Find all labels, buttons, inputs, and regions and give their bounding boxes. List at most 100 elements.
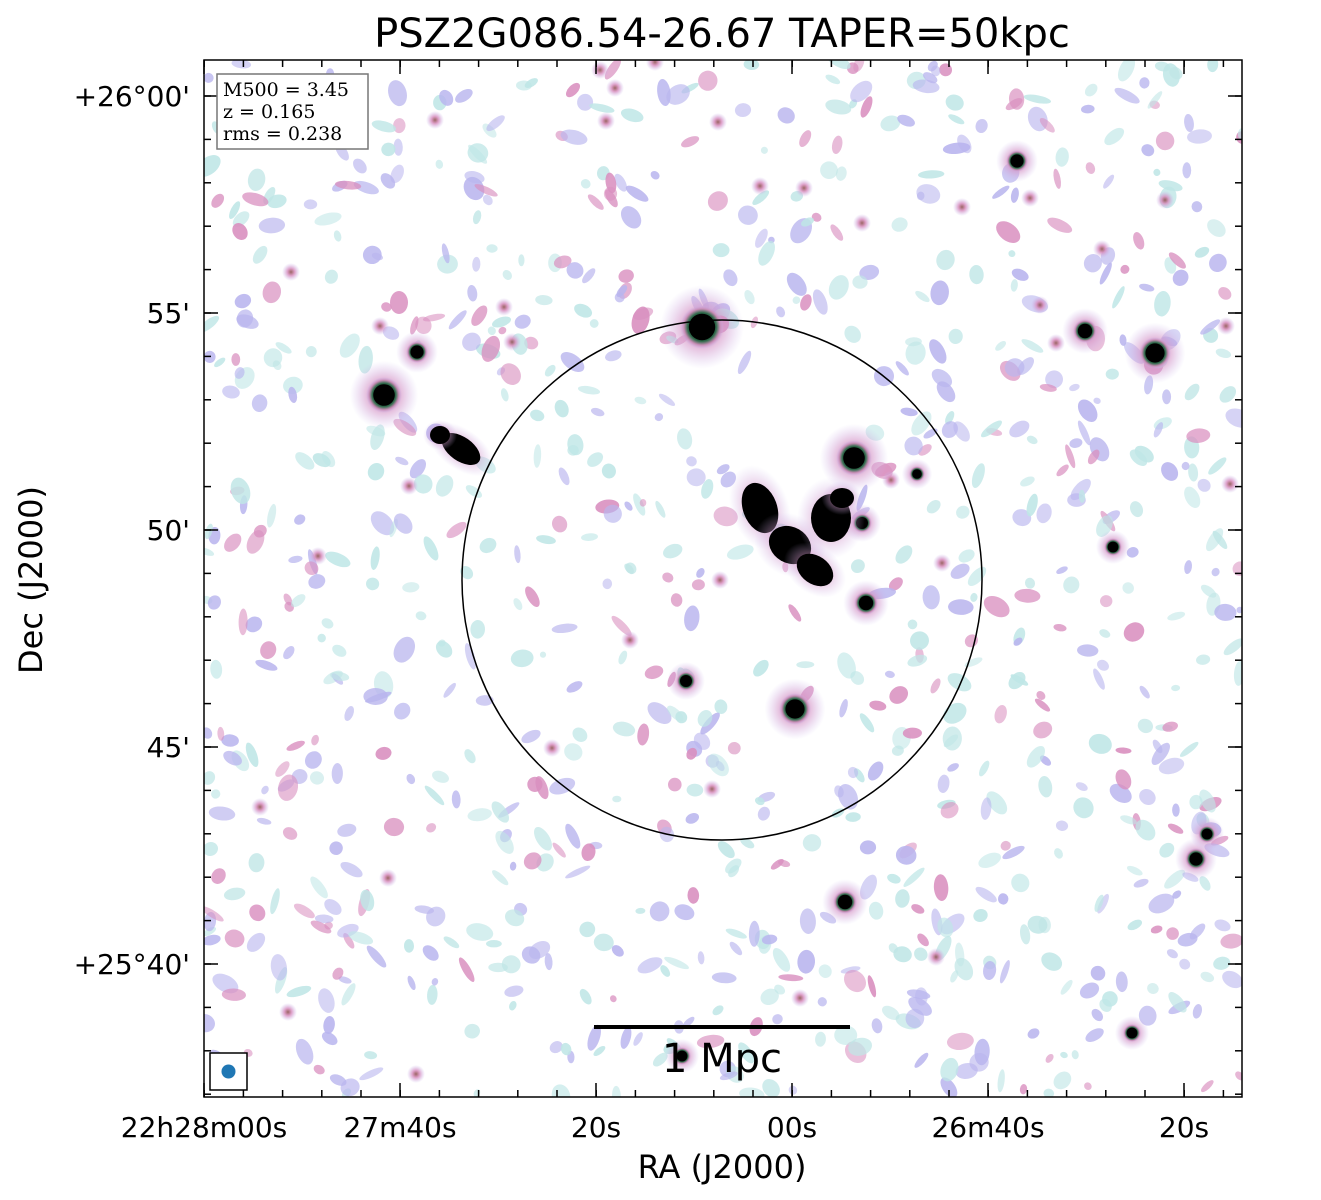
info-box: M500 = 3.45 z = 0.165 rms = 0.238 <box>216 73 369 150</box>
noise-blob <box>321 618 334 629</box>
noise-blob <box>1208 457 1227 475</box>
noise-blob <box>210 659 223 679</box>
noise-blob <box>448 310 467 330</box>
noise-blob <box>818 964 832 978</box>
noise-blob <box>950 970 959 983</box>
noise-blob <box>234 293 252 309</box>
noise-blob <box>1162 721 1178 732</box>
noise-blob <box>1094 894 1104 912</box>
noise-blob <box>772 1014 783 1025</box>
noise-blob <box>888 943 898 953</box>
noise-blob <box>1087 449 1100 465</box>
noise-blob <box>1019 1084 1028 1095</box>
noise-blob <box>603 504 622 523</box>
noise-blob <box>514 545 521 564</box>
noise-blob <box>1093 397 1101 404</box>
faint-source <box>251 798 269 816</box>
noise-blob <box>670 593 683 607</box>
noise-blob <box>891 217 908 232</box>
noise-blob <box>504 985 524 997</box>
noise-blob <box>969 265 984 285</box>
noise-blob <box>564 743 583 761</box>
noise-blob <box>1147 983 1159 994</box>
noise-blob <box>612 795 622 803</box>
noise-blob <box>843 969 867 993</box>
noise-blob <box>579 988 592 1005</box>
noise-blob <box>1041 952 1063 971</box>
noise-blob <box>1026 493 1038 517</box>
noise-blob <box>1053 1071 1072 1090</box>
noise-blob <box>1112 286 1125 309</box>
noise-blob <box>1024 577 1036 589</box>
noise-blob <box>1005 98 1023 111</box>
noise-blob <box>282 827 298 840</box>
noise-blob <box>435 475 454 497</box>
noise-blob <box>204 523 213 540</box>
source-core <box>1107 541 1119 553</box>
noise-blob <box>867 761 884 781</box>
noise-blob <box>940 801 959 819</box>
noise-blob <box>917 933 929 947</box>
noise-blob <box>1011 268 1029 281</box>
noise-blob <box>407 975 416 991</box>
noise-blob <box>1026 435 1038 445</box>
noise-blob <box>211 193 225 208</box>
noise-blob <box>533 444 542 468</box>
noise-blob <box>577 93 594 111</box>
noise-blob <box>602 578 613 590</box>
noise-blob <box>286 740 305 751</box>
noise-blob <box>427 984 438 1005</box>
noise-blob <box>340 861 363 878</box>
noise-blob <box>381 142 396 157</box>
noise-blob <box>1047 217 1073 233</box>
noise-blob <box>611 1085 621 1097</box>
source-core <box>680 675 692 687</box>
noise-blob <box>1122 582 1134 594</box>
noise-blob <box>712 1005 724 1016</box>
noise-blob <box>950 563 970 579</box>
noise-blob <box>270 954 288 981</box>
noise-blob <box>242 192 269 207</box>
noise-blob <box>979 760 990 777</box>
noise-blob <box>553 255 572 269</box>
faint-source <box>1217 317 1235 335</box>
faint-source <box>597 112 615 130</box>
faint-source <box>1047 334 1065 352</box>
noise-blob <box>662 572 674 583</box>
noise-blob <box>388 80 407 107</box>
noise-blob <box>707 753 729 777</box>
noise-blob <box>867 975 877 998</box>
noise-blob <box>364 1051 378 1060</box>
noise-blob <box>533 826 553 851</box>
y-tick-label: 50' <box>147 514 190 547</box>
noise-blob <box>514 314 531 329</box>
noise-blob <box>611 615 632 636</box>
noise-blob <box>895 545 913 564</box>
noise-blob <box>667 777 682 792</box>
noise-blob <box>609 995 617 1003</box>
noise-blob <box>464 1023 480 1039</box>
noise-blob <box>525 586 540 607</box>
noise-blob <box>936 381 956 403</box>
noise-blob <box>620 206 642 229</box>
info-mass: M500 = 3.45 <box>223 79 349 101</box>
r500-circle <box>461 319 983 841</box>
noise-blob <box>762 1079 780 1097</box>
faint-source <box>371 317 389 335</box>
noise-blob <box>701 479 714 499</box>
source-core <box>1077 323 1093 339</box>
faint-source <box>853 214 871 232</box>
noise-blob <box>1071 1050 1079 1060</box>
noise-blob <box>684 605 700 632</box>
noise-blob <box>481 335 501 362</box>
noise-blob <box>1184 486 1201 509</box>
y-tick-label: 55' <box>147 297 190 330</box>
source-core <box>688 313 716 341</box>
noise-blob <box>999 960 1010 984</box>
noise-blob <box>1139 685 1150 699</box>
noise-blob <box>895 845 917 865</box>
noise-blob <box>820 161 838 180</box>
noise-blob <box>221 988 246 1001</box>
noise-blob <box>587 194 604 210</box>
noise-blob <box>912 79 940 94</box>
